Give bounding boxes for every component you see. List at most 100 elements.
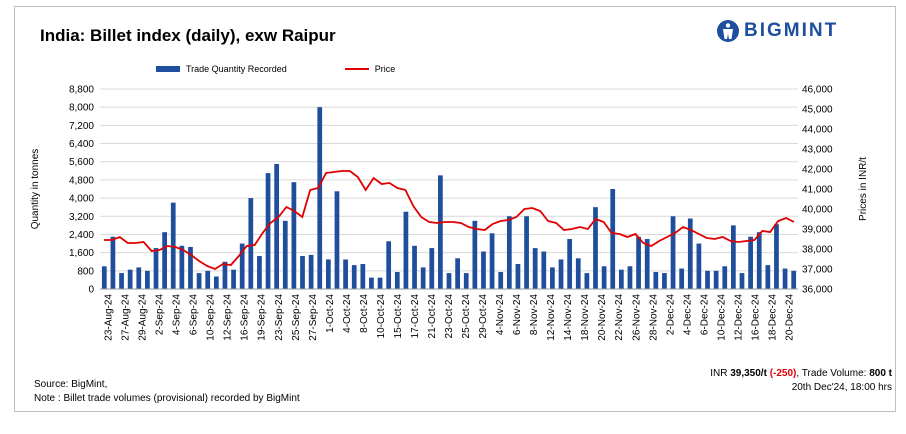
x-tick-label: 21-Oct-24 [427, 294, 438, 339]
y2-tick-label: 41,000 [802, 185, 833, 196]
source-text: Source: BigMint, [34, 379, 108, 390]
quantity-bar [153, 248, 159, 289]
quantity-bar [446, 273, 452, 289]
quantity-bar [731, 225, 736, 289]
x-tick-label: 26-Nov-24 [631, 294, 642, 341]
volume-prefix: , Trade Volume: [796, 368, 870, 379]
quantity-bar [145, 270, 150, 289]
quantity-bar [748, 236, 753, 289]
quantity-bar [274, 164, 280, 289]
y2-tick-label: 37,000 [802, 265, 833, 276]
y-tick-label: 2,400 [69, 230, 94, 241]
quantity-bar [489, 233, 495, 289]
brand-logo: BIGMINT [716, 19, 838, 43]
timestamp: 20th Dec'24, 18:00 hrs [791, 382, 892, 393]
x-tick-label: 6-Dec-24 [699, 294, 710, 336]
y2-tick-label: 42,000 [802, 165, 833, 176]
price-value: 39,350/t [730, 368, 767, 379]
quantity-bar [325, 259, 331, 289]
x-tick-label: 18-Nov-24 [580, 294, 591, 341]
quantity-bar [774, 224, 779, 289]
y2-axis-label: Prices in INR/t [858, 157, 869, 221]
y2-tick-label: 38,000 [802, 245, 833, 256]
quantity-bar [524, 216, 529, 289]
quantity-bar [429, 248, 435, 289]
y2-tick-label: 40,000 [802, 205, 833, 216]
x-tick-label: 10-Sep-24 [206, 294, 217, 341]
x-tick-label: 23-Oct-24 [444, 294, 455, 339]
x-tick-label: 1-Oct-24 [325, 294, 336, 333]
quantity-bar [119, 273, 124, 289]
y-tick-label: 5,600 [69, 157, 94, 168]
x-tick-label: 8-Nov-24 [529, 294, 540, 336]
quantity-bar [377, 277, 383, 289]
x-tick-label: 22-Nov-24 [614, 294, 625, 341]
quantity-bar [532, 248, 538, 289]
legend-line-label: Price [374, 64, 396, 74]
y-tick-label: 800 [77, 266, 94, 277]
quantity-bar [756, 232, 762, 289]
x-tick-label: 27-Sep-24 [308, 294, 319, 341]
x-tick-label: 16-Dec-24 [750, 294, 761, 341]
y2-tick-label: 44,000 [802, 125, 833, 136]
quantity-bar [196, 273, 202, 289]
quantity-bar [558, 259, 564, 289]
x-tick-label: 10-Oct-24 [376, 294, 387, 339]
quantity-bar [179, 245, 185, 289]
y-tick-label: 0 [88, 285, 94, 296]
quantity-bar [265, 173, 271, 289]
quantity-bar [403, 211, 409, 289]
quantity-bar [317, 107, 323, 289]
y-tick-label: 7,200 [69, 121, 94, 132]
quantity-bar [705, 270, 710, 289]
x-tick-label: 29-Oct-24 [478, 294, 489, 339]
quantity-bar [636, 236, 641, 289]
quantity-bar [343, 259, 348, 289]
quantity-bar [455, 258, 460, 289]
x-tick-label: 19-Sep-24 [257, 294, 268, 341]
y2-tick-label: 46,000 [802, 85, 833, 96]
x-tick-label: 23-Sep-24 [274, 294, 285, 341]
x-tick-label: 10-Dec-24 [716, 294, 727, 341]
x-tick-label: 20-Dec-24 [784, 294, 795, 341]
chart-frame [14, 6, 896, 412]
x-tick-label: 12-Sep-24 [223, 294, 234, 341]
volume-value: 800 t [869, 368, 892, 379]
price-prefix: INR [710, 368, 731, 379]
x-tick-label: 23-Aug-24 [104, 294, 115, 341]
source-note: Source: BigMint, Note : Billet trade vol… [34, 378, 300, 406]
legend-line-swatch [344, 68, 369, 70]
quantity-bar [765, 265, 771, 289]
note-text: Note : Billet trade volumes (provisional… [34, 393, 300, 404]
quantity-bar [696, 243, 702, 289]
x-tick-label: 4-Nov-24 [495, 294, 506, 336]
brand-name: BIGMINT [744, 20, 839, 41]
quantity-bar [662, 273, 667, 289]
quantity-bar [653, 271, 659, 289]
x-tick-label: 8-Oct-24 [359, 294, 370, 333]
x-tick-label: 28-Nov-24 [648, 294, 659, 341]
x-tick-label: 6-Sep-24 [189, 294, 200, 336]
quantity-bar [188, 246, 193, 289]
chart-title: India: Billet index (daily), exw Raipur [40, 26, 336, 45]
x-tick-label: 2-Sep-24 [155, 294, 166, 336]
x-tick-label: 17-Oct-24 [410, 294, 421, 339]
quantity-bar [170, 202, 176, 289]
price-change: (-250) [769, 368, 797, 379]
quantity-bar [506, 216, 512, 289]
x-tick-label: 14-Nov-24 [563, 294, 574, 341]
x-tick-label: 4-Sep-24 [172, 294, 183, 336]
quantity-bar [713, 270, 719, 289]
x-tick-label: 12-Dec-24 [733, 294, 744, 341]
legend-bar-swatch [156, 66, 180, 72]
x-tick-label: 20-Nov-24 [597, 294, 608, 341]
y2-tick-label: 43,000 [802, 145, 833, 156]
quantity-bar [136, 267, 142, 289]
quantity-bar [300, 256, 305, 289]
quantity-bar [550, 267, 555, 289]
quantity-bar [593, 207, 598, 289]
y-tick-label: 8,000 [69, 103, 94, 114]
quantity-bar [679, 268, 685, 289]
quantity-bar [670, 216, 676, 289]
quantity-bar [386, 241, 392, 289]
